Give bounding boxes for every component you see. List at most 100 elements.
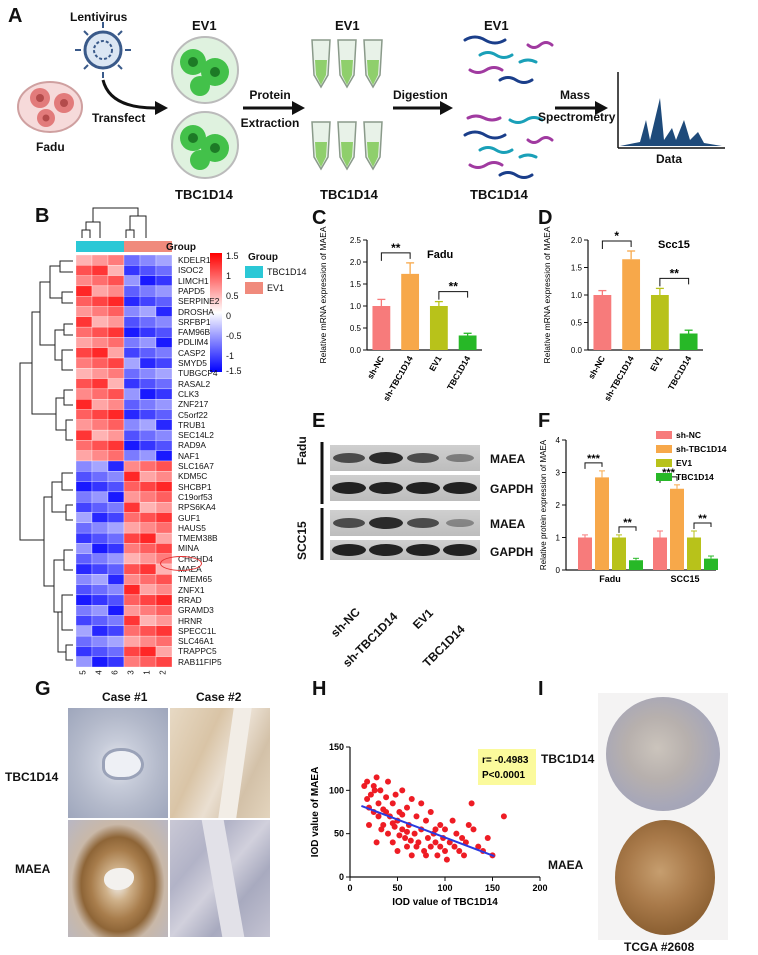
heatmap-column-label: 2 <box>158 670 168 675</box>
heatmap-cell <box>139 532 157 544</box>
group-bar-cell <box>92 241 108 252</box>
heatmap-cell <box>139 635 157 647</box>
heatmap-cell <box>155 491 173 503</box>
heatmap-cell <box>123 265 141 276</box>
heatmap-cell <box>75 316 93 328</box>
heatmap-cell <box>75 399 93 410</box>
heatmap-cell <box>91 460 109 472</box>
heatmap-cell <box>123 275 141 287</box>
scatter-point <box>385 830 391 837</box>
legend-label: sh-TBC1D14 <box>676 444 727 454</box>
heatmap-cell <box>123 615 141 626</box>
heatmap-cell <box>75 594 93 606</box>
scatter-point <box>418 800 425 807</box>
heatmap-cell <box>75 615 93 626</box>
heatmap-cell <box>139 368 157 379</box>
heatmap-cell <box>107 337 125 348</box>
heatmap-cell <box>155 357 173 369</box>
significance-stars: *** <box>587 453 601 465</box>
significance-bracket <box>380 252 411 261</box>
heatmap-cell <box>91 368 109 379</box>
y-tick-label: 2.5 <box>350 236 362 245</box>
heatmap-cell <box>107 316 125 328</box>
y-tick-label: 50 <box>334 829 344 839</box>
scatter-point <box>378 826 385 833</box>
chart-f-protein: 0 1 2 3 4 Relative protein expression of MAEA… <box>539 430 727 584</box>
heatmap-cell <box>123 337 141 348</box>
significance-stars: ** <box>449 280 459 294</box>
gene-label: RRAD <box>178 594 202 605</box>
y-tick-label: 2.0 <box>350 258 362 267</box>
heatmap-cell <box>75 625 93 637</box>
mass-label: Mass <box>559 88 591 102</box>
gene-label: SRFBP1 <box>178 316 211 327</box>
significance-bracket <box>601 240 632 249</box>
heatmap-cell <box>107 326 125 338</box>
heatmap-cell <box>107 440 125 451</box>
heatmap-cell <box>107 605 125 616</box>
protein-label: Protein <box>249 88 291 102</box>
heatmap-cell <box>91 646 109 657</box>
heatmap-cell <box>91 656 109 668</box>
heatmap-cell <box>139 522 157 534</box>
scatter-point <box>484 835 491 841</box>
bar <box>650 295 669 350</box>
heatmap-cell <box>123 388 141 400</box>
gene-label: SHCBP1 <box>178 481 212 492</box>
legend-swatch <box>656 459 672 467</box>
heatmap-cell <box>139 388 157 400</box>
heatmap-cell <box>139 543 157 554</box>
heatmap-cell <box>123 296 141 307</box>
heatmap-cell <box>107 512 125 523</box>
heatmap-cell <box>139 574 157 585</box>
scatter-point <box>399 826 406 833</box>
heatmap-cell <box>155 502 173 513</box>
heatmap-cell <box>139 491 157 503</box>
heatmap-cell <box>155 409 173 420</box>
heatmap-cell <box>155 347 173 359</box>
heatmap-cell <box>107 532 125 544</box>
heatmap-column-label: 5 <box>78 670 88 675</box>
heatmap-cell <box>75 460 93 472</box>
heatmap-cell <box>75 563 93 575</box>
heatmap-cell <box>155 378 173 390</box>
gene-label: SMYD5 <box>178 358 207 368</box>
heatmap-cell <box>155 368 173 379</box>
category-label: sh-TBC1D14 <box>381 354 415 403</box>
heatmap-cell <box>75 440 93 451</box>
heatmap-cell <box>123 429 141 441</box>
heatmap-cell <box>75 409 93 420</box>
heatmap-cell <box>155 532 173 544</box>
chart-h-scatter: 0 50 100 150 200 0 50 100 150 IOD value of TBC1D1… <box>310 742 548 908</box>
tbc1d14-label-3: TBC1D14 <box>470 187 528 202</box>
gene-label: TRAPPC5 <box>178 646 217 657</box>
significance-bracket <box>659 277 690 287</box>
stats-r: r= -0.4983 <box>482 755 529 766</box>
panel-label-d: D <box>538 207 553 229</box>
heatmap-cell <box>91 481 109 493</box>
heatmap-cell <box>155 512 173 523</box>
heatmap-cell <box>155 275 173 287</box>
heatmap-cell <box>75 656 93 668</box>
heatmap-cell <box>123 522 141 534</box>
y-axis-label: Relative protein expression of MAEA <box>539 439 548 570</box>
heatmap-cell <box>107 296 125 307</box>
y-tick-label: 0.5 <box>350 324 362 333</box>
group-bar-cell <box>108 241 124 252</box>
bar <box>653 537 667 570</box>
spectrometry-label: Spectrometry <box>538 110 616 124</box>
bar <box>401 273 420 350</box>
scatter-point <box>408 796 415 802</box>
heatmap-cell <box>123 574 141 585</box>
significance-stars: ** <box>670 266 680 280</box>
blot-row-gapdh-2: GAPDH <box>490 545 534 559</box>
category-label: sh-NC <box>586 354 607 381</box>
heatmap-cell <box>75 296 93 307</box>
heatmap-cell <box>139 316 157 328</box>
scatter-point <box>377 787 384 794</box>
ihc-maea-case1-image <box>68 820 168 937</box>
heatmap-cell <box>75 491 93 503</box>
bar <box>612 537 626 570</box>
scatter-point <box>423 817 429 824</box>
heatmap-cell <box>155 440 173 451</box>
